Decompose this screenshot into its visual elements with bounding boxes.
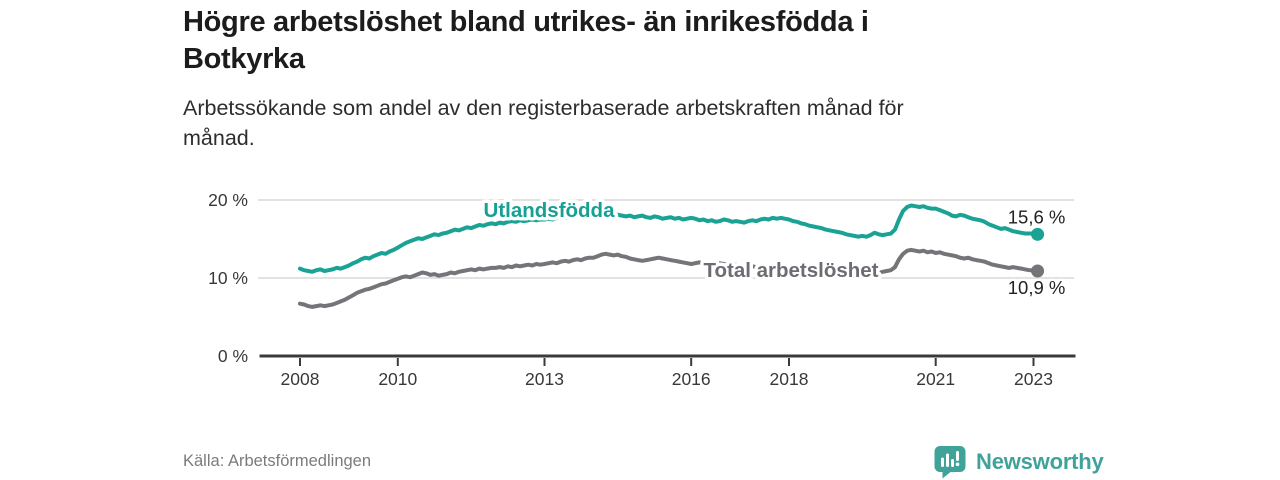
y-tick-label: 20 %: [208, 190, 248, 210]
y-tick-label: 0 %: [218, 346, 248, 366]
newsworthy-wordmark: Newsworthy: [976, 448, 1104, 474]
x-tick-label: 2016: [672, 369, 711, 389]
series-end-value-utlandsf-dda: 15,6 %: [1008, 206, 1066, 227]
x-tick-label: 2008: [281, 369, 320, 389]
chart-subtitle: Arbetssökande som andel av den registerb…: [183, 93, 904, 153]
series-label-utlandsf-dda: Utlandsfödda: [484, 199, 616, 222]
bar-chart-glyph: [941, 451, 959, 467]
x-tick-label: 2010: [378, 369, 417, 389]
newsworthy-logo: Newsworthy: [933, 444, 1104, 479]
subtitle-line-2: månad.: [183, 126, 255, 150]
series-line-utlandsf-dda: [298, 203, 1040, 274]
series-line-total-arbetsl-shet: [298, 247, 1040, 309]
x-tick-label: 2021: [916, 369, 955, 389]
title-line-2: Botkyrka: [183, 43, 305, 75]
series-label-total-arbetsl-shet: Total arbetslöshet: [703, 259, 878, 282]
newsworthy-icon: [934, 446, 966, 479]
x-tick-label: 2013: [525, 369, 564, 389]
y-tick-label: 10 %: [208, 268, 248, 288]
x-tick-label: 2023: [1014, 369, 1053, 389]
title-line-1: Högre arbetslöshet bland utrikes- än inr…: [183, 6, 869, 38]
source-caption: Källa: Arbetsförmedlingen: [183, 452, 372, 470]
exclamation-dot: [955, 462, 960, 467]
series-end-value-total-arbetsl-shet: 10,9 %: [1008, 277, 1066, 298]
page-title: Högre arbetslöshet bland utrikes- än inr…: [183, 4, 869, 78]
x-tick-label: 2018: [770, 369, 809, 389]
subtitle-line-1: Arbetssökande som andel av den registerb…: [183, 96, 904, 120]
series-end-dot-total-arbetsl-shet: [1031, 264, 1045, 278]
series-end-dot-utlandsf-dda: [1031, 227, 1045, 241]
